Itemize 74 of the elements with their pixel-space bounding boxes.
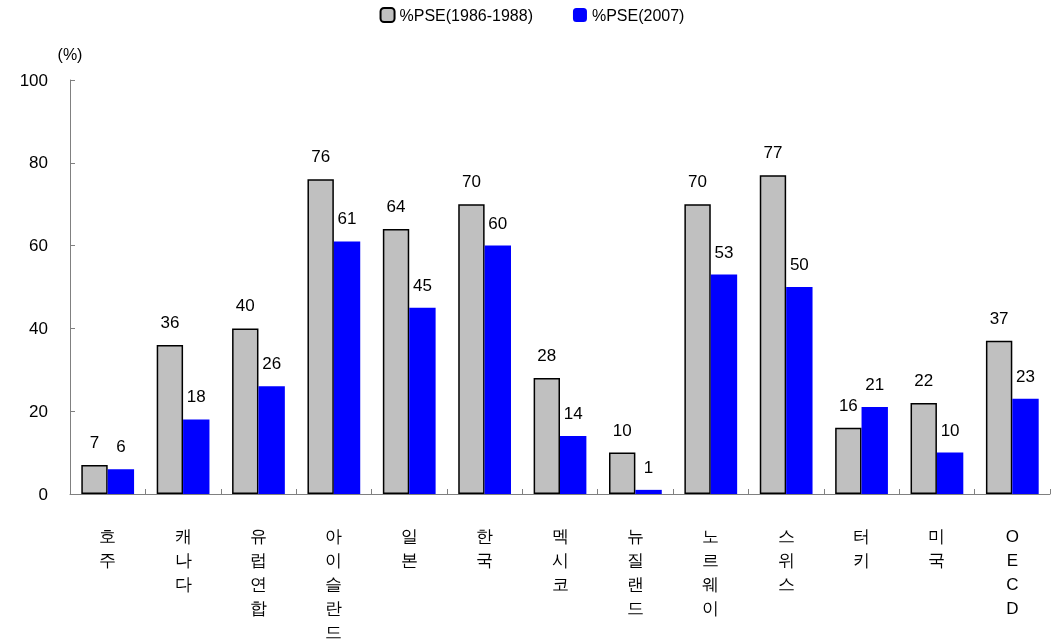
bar bbox=[786, 287, 813, 494]
bar bbox=[635, 489, 662, 494]
data-label: 60 bbox=[488, 213, 508, 233]
data-label: 70 bbox=[461, 172, 481, 192]
bar bbox=[232, 328, 259, 494]
bar bbox=[609, 452, 636, 494]
data-label: 61 bbox=[337, 209, 357, 229]
data-label: 70 bbox=[688, 172, 708, 192]
x-tick-label: 캐나다 bbox=[174, 526, 192, 594]
x-tick-label: 터키 bbox=[853, 526, 871, 570]
y-tick-label: 40 bbox=[29, 318, 48, 338]
x-tick-label: 스위스 bbox=[777, 526, 795, 594]
data-label: 22 bbox=[914, 370, 934, 390]
bar bbox=[985, 340, 1013, 494]
data-label: 10 bbox=[940, 420, 960, 440]
data-label: 21 bbox=[865, 375, 885, 395]
bar bbox=[458, 204, 485, 494]
data-label: 76 bbox=[311, 147, 331, 167]
y-tick-label: 60 bbox=[29, 236, 48, 256]
data-label: 26 bbox=[262, 354, 282, 374]
y-axis-title: (%) bbox=[57, 45, 83, 63]
data-label: 36 bbox=[160, 312, 180, 332]
bar bbox=[861, 407, 888, 494]
legend-label: %PSE(1986-1988) bbox=[399, 6, 533, 24]
x-tick-label: 멕시코 bbox=[551, 526, 569, 594]
bar bbox=[759, 175, 787, 494]
bar bbox=[910, 402, 937, 494]
x-tick-label: OECD bbox=[1005, 526, 1019, 618]
data-label: 40 bbox=[235, 296, 255, 316]
x-tick-label: 호주 bbox=[99, 526, 117, 570]
data-label: 77 bbox=[763, 143, 783, 163]
bar bbox=[258, 386, 285, 494]
y-tick-label: 100 bbox=[19, 70, 48, 90]
data-label: 64 bbox=[386, 197, 406, 217]
data-label: 14 bbox=[563, 404, 583, 424]
x-tick-label: 뉴질랜드 bbox=[626, 526, 644, 618]
bar bbox=[409, 307, 436, 494]
legend-label: %PSE(2007) bbox=[591, 6, 685, 24]
y-tick-label: 0 bbox=[38, 484, 48, 504]
bar bbox=[835, 427, 862, 494]
data-label: 18 bbox=[186, 387, 206, 407]
data-label: 1 bbox=[643, 457, 654, 477]
bar bbox=[382, 229, 410, 494]
bar bbox=[684, 204, 711, 494]
bar bbox=[710, 274, 738, 494]
data-label: 28 bbox=[537, 346, 557, 366]
data-label: 37 bbox=[989, 308, 1009, 328]
bar bbox=[307, 179, 334, 494]
y-tick-label: 80 bbox=[29, 153, 48, 173]
bar bbox=[560, 436, 587, 494]
bar bbox=[533, 378, 560, 494]
bar bbox=[1012, 398, 1039, 494]
data-label: 53 bbox=[714, 242, 734, 262]
data-label: 7 bbox=[89, 433, 100, 453]
data-label: 50 bbox=[789, 255, 809, 274]
bar bbox=[156, 344, 184, 494]
data-label: 45 bbox=[412, 275, 432, 295]
x-tick-label: 유럽연합 bbox=[249, 526, 267, 618]
x-tick-label: 미국 bbox=[928, 526, 946, 570]
x-tick-label: 아이슬란드 bbox=[325, 526, 343, 642]
x-tick-label: 한국 bbox=[476, 526, 494, 570]
bar bbox=[484, 245, 511, 494]
bar bbox=[107, 469, 135, 494]
data-label: 10 bbox=[612, 420, 632, 440]
y-tick-label: 20 bbox=[29, 401, 48, 421]
x-tick-label: 노르웨이 bbox=[702, 526, 720, 618]
bar bbox=[81, 465, 108, 494]
bar bbox=[333, 241, 361, 494]
bar bbox=[183, 419, 210, 494]
data-label: 23 bbox=[1016, 366, 1035, 386]
data-label: 16 bbox=[838, 395, 858, 415]
bar bbox=[936, 452, 964, 494]
x-tick-label: 일본 bbox=[400, 526, 418, 570]
data-label: 6 bbox=[116, 437, 126, 457]
